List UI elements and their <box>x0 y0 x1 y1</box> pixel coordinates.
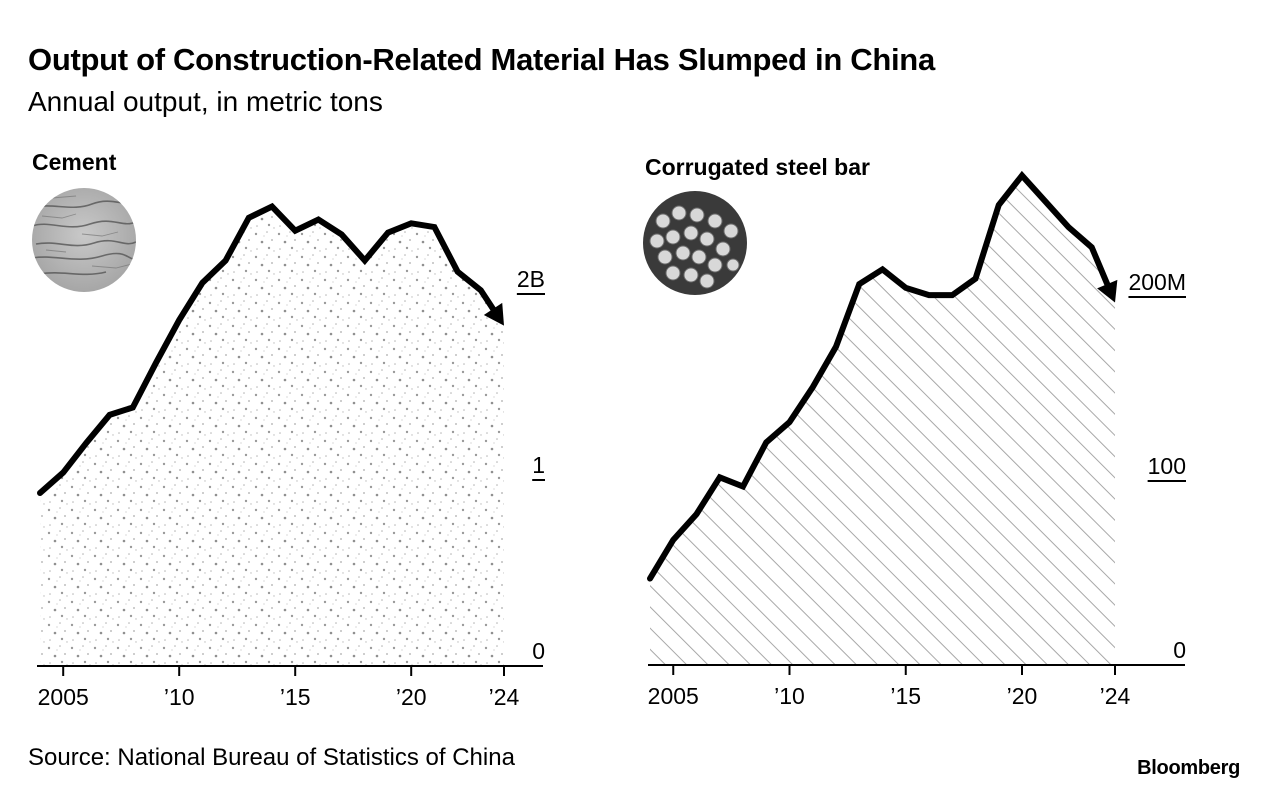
x-tick-label: ’24 <box>1100 683 1131 709</box>
series-line <box>37 202 499 497</box>
end-arrow-icon <box>483 302 504 326</box>
end-arrow-icon <box>1097 279 1118 303</box>
panel-title-steel: Corrugated steel bar <box>645 154 870 180</box>
x-tick-label: ’15 <box>890 683 921 709</box>
bloomberg-logo: Bloomberg <box>1137 757 1240 779</box>
chart-title: Output of Construction-Related Material … <box>28 42 935 77</box>
x-tick-label: ’20 <box>396 684 427 710</box>
area-fill <box>650 175 1115 665</box>
area-fill <box>40 206 504 666</box>
series-line <box>647 170 1112 582</box>
y-tick-label: 1 <box>532 452 545 478</box>
panel-title-cement: Cement <box>32 149 117 175</box>
y-tick-label: 0 <box>1173 637 1186 663</box>
y-tick-label: 100 <box>1148 453 1186 479</box>
x-tick-label: 2005 <box>38 684 89 710</box>
x-tick-label: 2005 <box>648 683 699 709</box>
x-tick-label: ’20 <box>1007 683 1038 709</box>
x-tick-label: ’15 <box>280 684 311 710</box>
y-tick-label: 2B <box>517 266 545 292</box>
y-tick-label: 200M <box>1128 269 1186 295</box>
source-note: Source: National Bureau of Statistics of… <box>28 744 515 771</box>
cement-chart: 2005 ’10 ’15 ’20 ’24 0 1 2B <box>37 202 545 710</box>
x-tick-label: ’10 <box>774 683 805 709</box>
x-tick-label: ’10 <box>164 684 195 710</box>
y-tick-label: 0 <box>532 638 545 664</box>
steel-chart: 2005 ’10 ’15 ’20 ’24 0 100 200M <box>647 170 1186 709</box>
cement-texture-photo-icon <box>32 188 136 292</box>
chart-subtitle: Annual output, in metric tons <box>28 86 383 117</box>
x-tick-label: ’24 <box>489 684 520 710</box>
